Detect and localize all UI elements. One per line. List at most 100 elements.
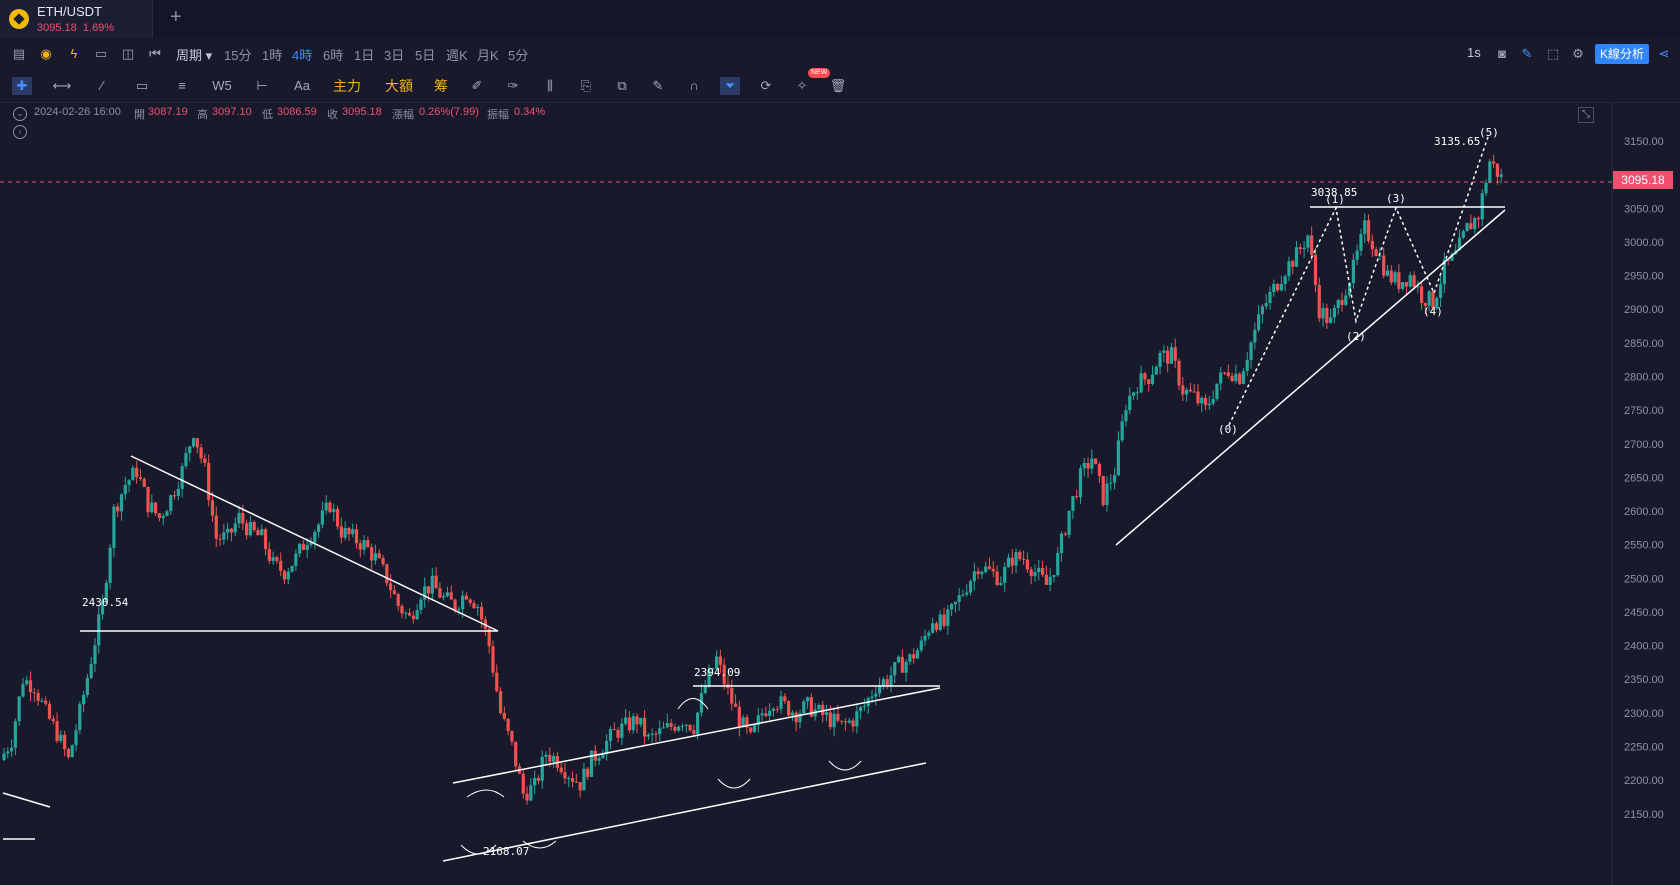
candle-body: [1086, 462, 1090, 469]
magnet-icon[interactable]: ∩: [689, 78, 699, 93]
measure-icon[interactable]: ⊢: [256, 78, 268, 93]
period-6h[interactable]: 6時: [323, 48, 344, 63]
indicator-icon[interactable]: ◉: [40, 46, 52, 61]
candle-body: [385, 564, 389, 584]
collapse-icon[interactable]: ⌄: [13, 107, 27, 121]
chart-type-icon[interactable]: ▤: [12, 46, 26, 61]
candle-body: [680, 725, 685, 727]
candle-body: [453, 599, 457, 611]
candle-body: [514, 741, 518, 767]
period-3d[interactable]: 3日: [384, 48, 405, 63]
period-1h[interactable]: 1時: [262, 48, 283, 63]
refresh-interval[interactable]: 1s: [1467, 45, 1481, 60]
candle-body: [548, 754, 552, 762]
candle-body: [373, 553, 378, 561]
candle-body: [335, 509, 340, 527]
share-icon[interactable]: ⋖: [1658, 46, 1670, 61]
calendar-icon[interactable]: ▭: [94, 46, 108, 61]
trash-icon[interactable]: 🗑: [829, 78, 847, 93]
period-5m[interactable]: 5分: [508, 48, 529, 63]
candle-body: [491, 646, 495, 673]
candle-body: [1340, 300, 1344, 305]
candle-body: [1279, 283, 1283, 291]
big-order-button[interactable]: 大額: [385, 78, 413, 94]
candle-body: [908, 654, 912, 662]
price-chart[interactable]: 3150.00 3050.00 3000.00 2950.00 2900.00 2850.…: [0, 103, 1680, 885]
candle-body: [942, 614, 946, 626]
horizontal-line-icon[interactable]: ⟷: [52, 78, 72, 93]
rectangle-icon[interactable]: ▭: [135, 78, 149, 93]
candle-body: [881, 679, 885, 686]
channel-upper-line[interactable]: [452, 687, 941, 784]
camera-icon[interactable]: ◙: [1498, 46, 1506, 61]
candle-body: [438, 588, 442, 598]
expand-icon[interactable]: ›: [13, 125, 27, 139]
candle-body: [718, 656, 722, 665]
brush-icon[interactable]: ✑: [507, 78, 519, 93]
candle-body: [696, 712, 700, 734]
triangle-upper-line[interactable]: [130, 455, 499, 632]
k-analysis-button[interactable]: K線分析: [1595, 44, 1649, 64]
period-15m[interactable]: 15分: [224, 48, 252, 63]
left-trend-line[interactable]: [2, 792, 51, 808]
fullscreen-icon[interactable]: ⬚: [1546, 46, 1560, 61]
magic-icon[interactable]: ✧: [796, 78, 808, 93]
layout-icon[interactable]: ◫: [121, 46, 135, 61]
candle-body: [673, 726, 677, 731]
parallel-channel-icon[interactable]: ≡: [178, 78, 186, 93]
period-dropdown[interactable]: 周期 ▾: [176, 48, 213, 63]
filter-icon[interactable]: ⏷: [720, 77, 740, 95]
compress-icon[interactable]: ⤡: [1578, 107, 1594, 123]
candle-body: [1238, 373, 1242, 384]
rising-support-line[interactable]: [1115, 209, 1506, 546]
flash-icon[interactable]: ϟ: [70, 46, 78, 61]
candle-body: [862, 706, 867, 708]
add-tab-button[interactable]: +: [170, 6, 182, 28]
candle-body: [688, 724, 692, 731]
crosshair-tool-icon[interactable]: ✚: [12, 77, 32, 95]
candle-body: [521, 773, 525, 794]
candle-body: [851, 720, 855, 727]
trend-line-icon[interactable]: ⁄: [100, 78, 104, 93]
period-1d[interactable]: 1日: [354, 48, 375, 63]
candle-body: [119, 494, 124, 512]
edit-icon[interactable]: ✎: [652, 78, 664, 93]
candle-body: [1029, 569, 1033, 577]
channel-lower-line[interactable]: [442, 762, 927, 862]
settings-icon[interactable]: ⚙: [1572, 46, 1584, 61]
period-4h[interactable]: 4時: [292, 48, 313, 63]
period-week[interactable]: 週K: [446, 48, 468, 63]
text-tool[interactable]: Aa: [294, 78, 310, 93]
sync-icon[interactable]: ⟳: [760, 78, 772, 93]
ruler-icon[interactable]: ✐: [471, 78, 483, 93]
candle-body: [578, 782, 582, 791]
candle-body: [525, 793, 529, 801]
candle-body: [28, 680, 33, 693]
candle-body: [1018, 552, 1022, 559]
candle-body: [40, 700, 44, 702]
main-force-button[interactable]: 主力: [333, 78, 361, 94]
tab-eth-usdt[interactable]: ETH/USDT 3095.18 1.69%: [0, 0, 153, 38]
copy-icon[interactable]: ⧉: [617, 78, 627, 93]
rewind-icon[interactable]: ⏮: [149, 46, 161, 61]
candle-icon[interactable]: ⫼: [547, 78, 553, 93]
candle-body: [1071, 496, 1075, 511]
candle-body: [1294, 247, 1299, 267]
candle-body: [229, 528, 234, 533]
tab-change: 1.69%: [82, 22, 115, 34]
chip-button[interactable]: 筹: [434, 78, 448, 94]
candle-body: [256, 530, 260, 536]
candle-body: [495, 672, 499, 692]
candle-body: [1192, 391, 1196, 393]
candle-body: [55, 721, 59, 741]
candle-body: [1154, 366, 1158, 375]
candle-body: [362, 540, 366, 550]
candle-body: [1063, 533, 1067, 535]
level-label-3038: 3038.85: [1311, 186, 1357, 199]
clipboard-icon[interactable]: ⎘: [580, 78, 592, 93]
pencil-icon[interactable]: ✎: [1521, 46, 1533, 61]
period-month[interactable]: 月K: [477, 48, 499, 63]
wave-pattern-icon[interactable]: W5: [212, 78, 232, 93]
period-5d[interactable]: 5日: [415, 48, 436, 63]
candle-body: [1344, 295, 1348, 305]
